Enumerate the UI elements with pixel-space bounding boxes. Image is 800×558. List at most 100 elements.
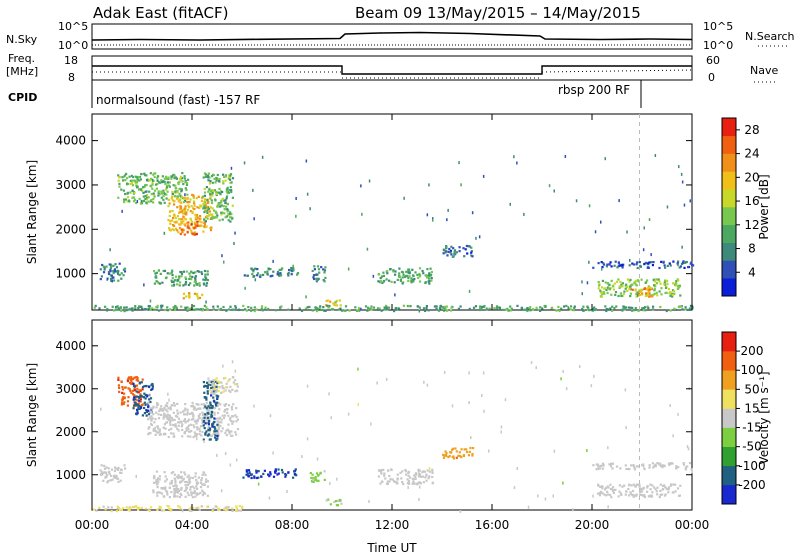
power-panel: 1000 2000 3000 4000 Slant Range [km] 4 8 12 16 20… — [25, 113, 771, 313]
colorbar-tick-label: 100 — [741, 363, 764, 377]
colorbar-tick-label: 20 — [744, 170, 759, 184]
freq-label-2: [MHz] — [6, 65, 38, 78]
echo-patch — [202, 380, 220, 442]
echo-patch — [597, 483, 682, 499]
x-tick-label: 00:00 — [75, 518, 110, 532]
colorbar-swatch — [722, 278, 736, 297]
colorbar-swatch — [722, 389, 736, 409]
colorbar-swatch — [722, 408, 736, 428]
echo-patch — [242, 468, 298, 480]
echo-patch — [99, 464, 127, 484]
colorbar-swatch — [722, 207, 736, 226]
colorbar-tick-label: -50 — [742, 440, 762, 454]
colorbar-swatch — [722, 332, 736, 352]
y-tick-label: 3000 — [55, 178, 86, 192]
colorbar-swatch — [722, 446, 736, 467]
y-axis-label: Slant Range [km] — [25, 363, 39, 467]
colorbar-swatch — [722, 260, 736, 279]
y-tick-label: 2000 — [55, 222, 86, 236]
colorbar-tick-label: 4 — [748, 265, 756, 279]
x-tick-label: 00:00 — [675, 518, 710, 532]
echo-patch — [202, 172, 235, 223]
echo-patch — [597, 278, 682, 298]
y-tick-label: 4000 — [55, 339, 86, 353]
colorbar: 4 8 12 16 20 24 28 Power [dB] — [721, 117, 771, 297]
echo-patch — [311, 265, 327, 283]
colorbar-swatch — [722, 153, 736, 172]
echo-patch — [442, 244, 474, 258]
colorbar-tick-label: 28 — [744, 123, 759, 137]
echo-patch — [167, 193, 214, 234]
echo-patch — [592, 462, 693, 471]
echo-patch — [628, 287, 654, 298]
cpid-label: CPID — [8, 91, 37, 104]
cpid-right-mode: rbsp 200 RF — [558, 83, 630, 97]
colorbar-label: Velocity [m s⁻¹] — [757, 371, 771, 464]
colorbar-label: Power [dB] — [757, 174, 771, 239]
freq-label-1: Freq. — [8, 52, 35, 65]
y-tick-label: 4000 — [55, 134, 86, 148]
colorbar-tick-label: -15 — [742, 421, 762, 435]
colorbar-swatch — [722, 242, 736, 261]
colorbar-tick-label: 200 — [741, 344, 764, 358]
nsky-trace — [91, 31, 693, 41]
nave-label: Nave — [750, 64, 778, 77]
freq-tick-top: 18 — [64, 54, 78, 67]
velocity-panel: 00:00 04:00 08:00 12:00 16:00 20:00 00:00 1000 2… — [25, 319, 771, 532]
nsearch-label: N.Search — [745, 30, 795, 43]
nsky-label: N.Sky — [6, 33, 38, 46]
colorbar-swatch — [722, 118, 736, 137]
nave-trace — [92, 69, 693, 79]
nsky-tick-top: 10^5 — [58, 20, 88, 33]
freq-tick-bottom: 8 — [68, 71, 75, 84]
colorbar-tick-label: 15 — [744, 401, 759, 415]
echo-patch — [243, 267, 300, 278]
colorbar-swatch — [722, 224, 736, 243]
colorbar-tick-label: 50 — [744, 382, 759, 396]
colorbar-swatch — [722, 370, 736, 390]
colorbar: 200 100 50 15 -15 -50 -100 -200 Velocity [m s⁻¹] — [721, 331, 771, 505]
freq-trace — [92, 65, 692, 75]
y-axis-label: Slant Range [km] — [25, 160, 39, 264]
echo-patch — [377, 267, 433, 285]
echo-patch — [377, 468, 435, 486]
x-axis-label: Time UT — [366, 541, 417, 554]
echo-patch — [93, 304, 694, 313]
nsearch-tick-bottom: 10^0 — [703, 39, 733, 52]
y-tick-label: 1000 — [55, 468, 86, 482]
colorbar-tick-label: 12 — [744, 218, 759, 232]
colorbar-swatch — [722, 135, 736, 154]
colorbar-tick-label: -100 — [738, 459, 765, 473]
colorbar-tick-label: 16 — [744, 194, 759, 208]
echo-patch — [179, 220, 199, 236]
y-tick-label: 2000 — [55, 425, 86, 439]
nave-tick-bottom: 0 — [708, 71, 715, 84]
echo-patch — [153, 269, 209, 287]
echo-patch — [182, 292, 204, 300]
echo-patch — [325, 498, 343, 507]
nsky-strip-frame — [91, 23, 693, 50]
y-tick-label: 3000 — [55, 382, 86, 396]
nsearch-tick-top: 10^5 — [703, 20, 733, 33]
beam-date-title: Beam 09 13/May/2015 – 14/May/2015 — [355, 4, 641, 22]
colorbar-swatch — [722, 427, 736, 447]
echo-patch — [207, 376, 239, 396]
x-tick-label: 16:00 — [475, 518, 510, 532]
colorbar-swatch — [722, 351, 736, 371]
cpid-left-mode: normalsound (fast) -157 RF — [96, 93, 260, 107]
freq-strip-frame — [91, 55, 693, 81]
nsky-tick-bottom: 10^0 — [58, 39, 88, 52]
station-title: Adak East (fitACF) — [93, 4, 228, 22]
x-tick-label: 20:00 — [575, 518, 610, 532]
colorbar-frame — [721, 117, 737, 297]
echo-patch — [92, 504, 244, 513]
colorbar-frame — [721, 331, 737, 505]
x-tick-label: 12:00 — [375, 518, 410, 532]
colorbar-swatch — [722, 465, 736, 486]
colorbar-tick-label: -200 — [738, 478, 765, 492]
x-tick-label: 04:00 — [175, 518, 210, 532]
echo-patch — [324, 299, 342, 307]
nave-tick-top: 60 — [706, 54, 720, 67]
echo-patch — [309, 470, 326, 483]
